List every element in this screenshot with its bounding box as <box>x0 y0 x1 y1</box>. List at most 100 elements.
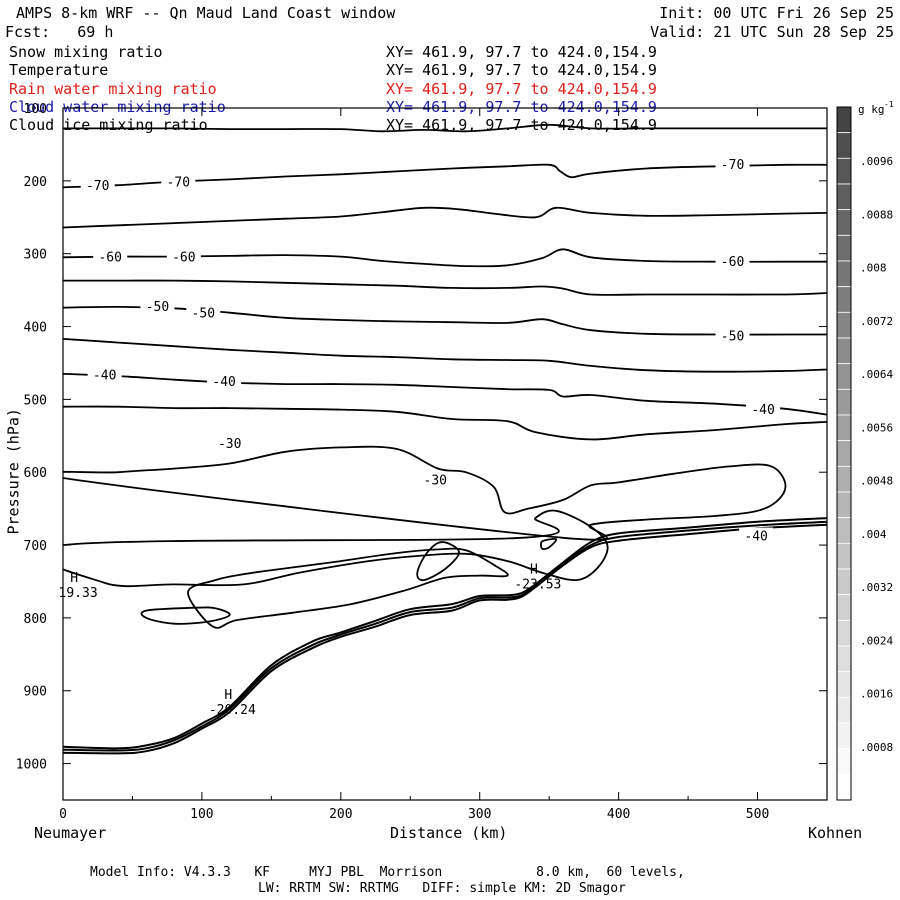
colorbar-unit-exponent: -1 <box>884 100 894 109</box>
y-tick-label: 100 <box>24 102 47 117</box>
contour-label: -60 <box>172 251 195 266</box>
contour-label: -60 <box>721 255 744 270</box>
closed-contour <box>63 445 787 541</box>
contour-label: -30 <box>424 473 447 488</box>
extremum-letter: H <box>530 562 538 577</box>
isotherm-line <box>63 123 827 133</box>
colorbar-bin <box>836 311 852 339</box>
y-tick-label: 200 <box>24 175 47 190</box>
contour-label-bg <box>80 177 115 193</box>
field-coords-temperature: XY= 461.9, 97.7 to 424.0,154.9 <box>386 61 657 79</box>
x-axis-title: Distance (km) <box>390 824 508 842</box>
colorbar-tick-label: .0056 <box>860 421 893 434</box>
terrain-line <box>63 523 827 755</box>
colorbar-bin <box>836 132 852 159</box>
terrain-line <box>63 517 827 750</box>
colorbar-tick-label: .0072 <box>860 315 893 328</box>
colorbar-tick-label: .0024 <box>860 634 893 647</box>
colorbar-tick-label: .0008 <box>860 741 893 754</box>
isotherm-line <box>63 373 827 416</box>
colorbar-tick-label: .0088 <box>860 208 893 221</box>
contour-label: -70 <box>721 158 744 173</box>
contour-label: -70 <box>167 176 190 191</box>
colorbar: g kg -1 .0096 .0088 .008 .0072 .0064 .0056 .0048… <box>836 100 894 801</box>
colorbar-bin <box>836 542 852 570</box>
colorbar-tick-label: .004 <box>860 528 887 541</box>
field-name-snow: Snow mixing ratio <box>9 43 163 61</box>
label-layer: -70 -70 -70 -60 -60 -60 -50 -50 -50 -40 -40 -40 -40 -… <box>59 156 781 718</box>
colorbar-bin <box>836 388 852 416</box>
contour-label-bg <box>715 327 750 343</box>
init-time: Init: 00 UTC Fri 26 Sep 25 <box>659 4 894 22</box>
closed-contour <box>187 547 509 629</box>
plot-frame <box>62 107 828 801</box>
x-tick-label: 200 <box>329 807 352 822</box>
isotherm-line <box>63 305 827 336</box>
contour-label: -70 <box>86 179 109 194</box>
contour-label: -50 <box>721 329 744 344</box>
x-start-label: Neumayer <box>34 824 107 842</box>
colorbar-unit: g kg <box>858 103 885 116</box>
contour-label-bg <box>140 298 175 314</box>
field-name-rain: Rain water mixing ratio <box>9 80 217 98</box>
colorbar-bin <box>836 773 852 801</box>
colorbar-bin <box>836 645 852 673</box>
contour-layer <box>63 123 827 755</box>
colorbar-bin <box>836 491 852 519</box>
y-tick-label: 800 <box>24 612 47 627</box>
colorbar-bin <box>836 209 852 236</box>
colorbar-bin <box>836 234 852 262</box>
colorbar-bin <box>836 671 852 698</box>
extremum-value: -20.24 <box>209 703 256 718</box>
extremum-value: 19.33 <box>59 586 98 601</box>
x-end-label: Kohnen <box>808 824 863 842</box>
colorbar-bin <box>836 363 852 390</box>
x-tick-label: 100 <box>190 807 213 822</box>
contour-label-bg <box>161 173 196 189</box>
contour-label: -50 <box>146 300 169 315</box>
y-tick-label: 300 <box>24 248 47 263</box>
contour-label: -40 <box>212 375 235 390</box>
contour-label-bg <box>87 366 122 382</box>
colorbar-tick-label: .0048 <box>860 475 893 488</box>
colorbar-bin <box>836 594 852 621</box>
colorbar-bin <box>836 260 852 288</box>
colorbar-tick-label: .0096 <box>860 155 893 168</box>
contour-label-bg <box>746 400 781 416</box>
contour-label-bg <box>207 373 242 389</box>
field-coords-cloud-water: XY= 461.9, 97.7 to 424.0,154.9 <box>386 98 657 116</box>
contour-label-bg <box>715 252 750 268</box>
chart-title: AMPS 8-km WRF -- Qn Maud Land Coast wind… <box>16 4 396 22</box>
field-name-cloud-water: Cloud water mixing ratio <box>9 98 226 116</box>
closed-contour <box>416 541 460 582</box>
colorbar-bin <box>836 106 852 134</box>
contour-label: -30 <box>218 437 241 452</box>
closed-contour <box>539 538 558 551</box>
isotherm-line <box>63 279 827 296</box>
model-info-line1: Model Info: V4.3.3 KF MYJ PBL Morrison 8… <box>90 865 685 880</box>
x-tick-label: 0 <box>59 807 67 822</box>
field-coords-snow: XY= 461.9, 97.7 to 424.0,154.9 <box>386 43 657 61</box>
y-tick-label: 500 <box>24 393 47 408</box>
contour-label: -40 <box>744 530 767 545</box>
colorbar-bin <box>836 465 852 493</box>
extremum-value: -23.53 <box>514 577 561 592</box>
colorbar-bin <box>836 722 852 750</box>
contour-label: -40 <box>93 369 116 384</box>
valid-time: Valid: 21 UTC Sun 28 Sep 25 <box>650 23 894 41</box>
contour-label-bg <box>166 248 201 264</box>
forecast-hour: Fcst: 69 h <box>5 23 114 41</box>
closed-contour <box>63 509 609 588</box>
colorbar-bin <box>836 619 852 647</box>
field-coords-rain: XY= 461.9, 97.7 to 424.0,154.9 <box>386 80 657 98</box>
axes-layer: 100 200 300 400 500 600 700 800 900 1000 0 100 200 30… <box>16 102 828 822</box>
y-tick-label: 400 <box>24 321 47 336</box>
x-tick-label: 500 <box>746 807 769 822</box>
colorbar-bin <box>836 440 852 467</box>
contour-label: -40 <box>751 403 774 418</box>
colorbar-bin <box>836 568 852 596</box>
colorbar-tick-label: .0032 <box>860 581 893 594</box>
contour-label-bg <box>212 435 247 451</box>
closed-contour <box>140 606 231 625</box>
